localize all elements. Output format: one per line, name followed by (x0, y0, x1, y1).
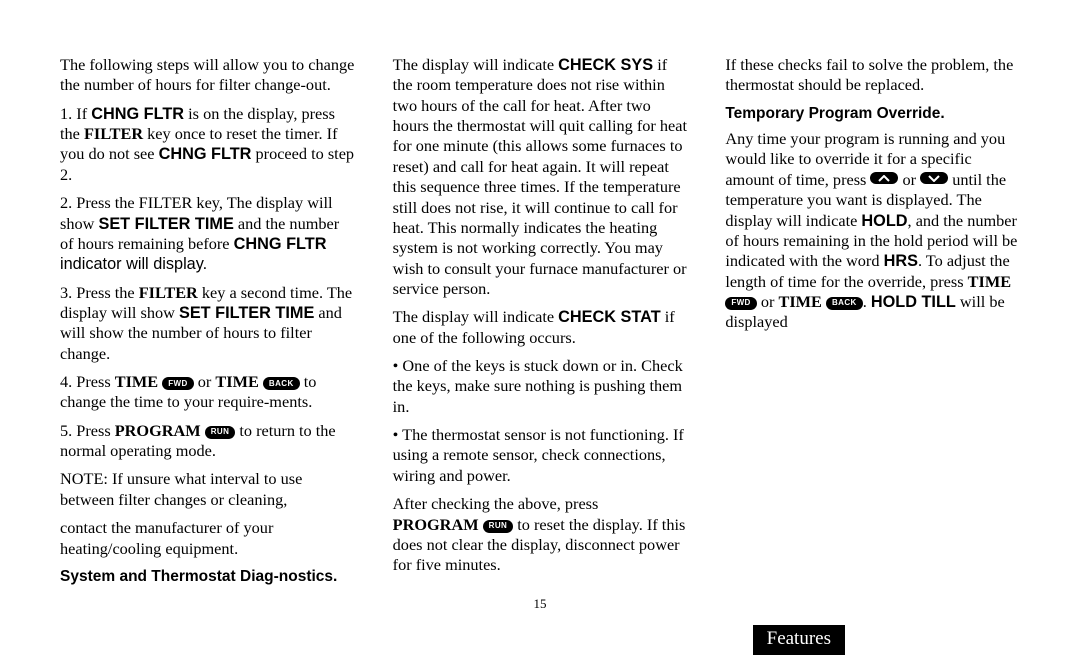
diag-check-stat: The display will indicate CHECK STAT if … (393, 307, 688, 348)
step-2: 2. Press the FILTER key, The display wil… (60, 193, 355, 274)
after-check-2: If these checks fail to solve the proble… (725, 55, 1020, 96)
back-pill-2: BACK (826, 297, 863, 310)
section-tab: Features (753, 625, 845, 655)
step-4: 4. Press TIME FWD or TIME BACK to change… (60, 372, 355, 413)
heading-diagnostics: System and Thermostat Diag-nostics. (60, 567, 355, 586)
contact-paragraph: contact the manufacturer of your heating… (60, 518, 355, 559)
back-pill: BACK (263, 377, 300, 390)
step-3: 3. Press the FILTER key a second time. T… (60, 283, 355, 364)
intro-paragraph: The following steps will allow you to ch… (60, 55, 355, 96)
down-arrow-icon (920, 172, 948, 184)
step-5: 5. Press PROGRAM RUN to return to the no… (60, 421, 355, 462)
bullet-keys-stuck: • One of the keys is stuck down or in. C… (393, 356, 688, 417)
note-paragraph: NOTE: If unsure what interval to use bet… (60, 469, 355, 510)
fwd-pill-2: FWD (725, 297, 756, 310)
run-pill: RUN (205, 426, 236, 439)
up-arrow-icon (870, 172, 898, 184)
bullet-sensor: • The thermostat sensor is not functioni… (393, 425, 688, 486)
diag-check-sys: The display will indicate CHECK SYS if t… (393, 55, 688, 299)
manual-page: The following steps will allow you to ch… (0, 0, 1080, 655)
override-paragraph: Any time your program is running and you… (725, 129, 1020, 333)
heading-override: Temporary Program Override. (725, 104, 1020, 123)
page-number: 15 (0, 596, 1080, 612)
step-1: 1. If CHNG FLTR is on the display, press… (60, 104, 355, 185)
after-check-1: After checking the above, press PROGRAM … (393, 494, 688, 575)
fwd-pill: FWD (162, 377, 193, 390)
run-pill-2: RUN (483, 520, 514, 533)
text-columns: The following steps will allow you to ch… (60, 55, 1020, 610)
